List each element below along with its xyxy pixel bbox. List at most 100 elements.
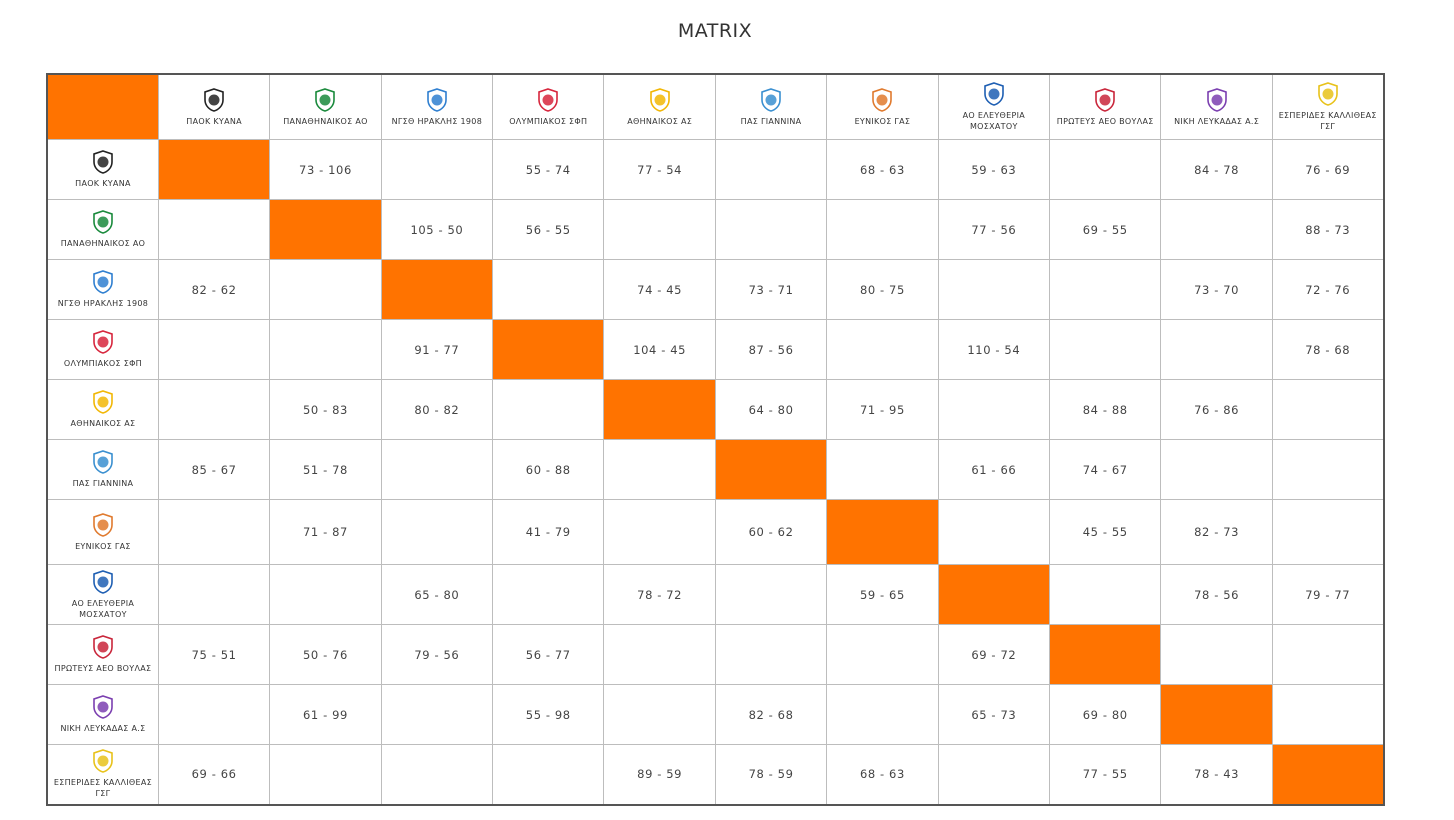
result-cell: 87 - 56	[714, 319, 828, 380]
result-cell: 61 - 66	[937, 439, 1051, 500]
row-team-7: ΑΟ ΕΛΕΥΘΕΡΙΑ ΜΟΣΧΑΤΟΥ	[46, 564, 159, 625]
result-cell	[157, 499, 271, 565]
result-cell: 59 - 63	[937, 139, 1051, 200]
result-cell	[1271, 499, 1385, 565]
result-cell: 73 - 106	[269, 139, 382, 200]
result-cell: 110 - 54	[937, 319, 1051, 380]
result-cell: 77 - 55	[1049, 744, 1162, 805]
column-team-1: ΠΑΝΑΘΗΝΑΙΚΟΣ ΑΟ	[269, 73, 382, 140]
team-name: ΝΓΣΘ ΗΡΑΚΛΗΣ 1908	[57, 299, 149, 308]
row-team-10: ΕΣΠΕΡΙΔΕΣ ΚΑΛΛΙΘΕΑΣ ΓΣΓ	[46, 744, 159, 805]
result-cell	[492, 259, 605, 320]
column-team-0: ΠΑΟΚ ΚΥΑΝΑ	[157, 73, 271, 140]
result-cell	[937, 379, 1051, 440]
olympiakos-logo-icon	[538, 87, 559, 112]
result-cell: 68 - 63	[826, 744, 939, 805]
row-team-1: ΠΑΝΑΘΗΝΑΙΚΟΣ ΑΟ	[46, 199, 159, 260]
column-team-9: ΝΙΚΗ ΛΕΥΚΑΔΑΣ Α.Σ	[1160, 73, 1273, 140]
table-row: ΕΣΠΕΡΙΔΕΣ ΚΑΛΛΙΘΕΑΣ ΓΣΓ 69 - 66 89 - 59 78 …	[46, 744, 1385, 805]
result-cell: 77 - 56	[937, 199, 1051, 260]
result-cell	[714, 624, 828, 685]
diagonal-cell	[380, 259, 494, 320]
diagonal-cell	[826, 499, 939, 565]
result-cell	[826, 199, 939, 260]
result-cell	[1271, 684, 1385, 745]
proteas-logo-icon	[1095, 87, 1116, 112]
team-name: ΕΣΠΕΡΙΔΕΣ ΚΑΛΛΙΘΕΑΣ ΓΣΓ	[53, 778, 152, 799]
team-name: ΠΡΩΤΕΥΣ ΑΕΟ ΒΟΥΛΑΣ	[54, 664, 152, 673]
diagonal-cell	[1271, 744, 1385, 805]
table-row: ΕΥΝΙΚΟΣ ΓΑΣ 71 - 87 41 - 79 60 - 62 45 - 55 8…	[46, 499, 1385, 565]
niki-logo-icon	[1206, 87, 1227, 112]
result-cell: 104 - 45	[603, 319, 716, 380]
results-matrix: ΠΑΟΚ ΚΥΑΝΑ ΠΑΝΑΘΗΝΑΙΚΟΣ ΑΟ ΝΓΣΘ ΗΡΑΚΛΗΣ 19…	[46, 73, 1385, 806]
result-cell: 80 - 82	[380, 379, 494, 440]
page-title: MATRIX	[677, 20, 753, 42]
result-cell	[826, 439, 939, 500]
result-cell: 74 - 67	[1049, 439, 1162, 500]
diagonal-cell	[937, 564, 1051, 625]
result-cell	[1160, 624, 1273, 685]
result-cell: 82 - 62	[157, 259, 271, 320]
iraklis-logo-icon	[427, 87, 447, 112]
result-cell: 50 - 76	[269, 624, 382, 685]
result-cell	[380, 744, 494, 805]
result-cell: 55 - 98	[492, 684, 605, 745]
result-cell: 65 - 80	[380, 564, 494, 625]
result-cell: 50 - 83	[269, 379, 382, 440]
result-cell	[1271, 439, 1385, 500]
result-cell: 91 - 77	[380, 319, 494, 380]
paok-logo-icon	[204, 87, 224, 112]
row-team-2: ΝΓΣΘ ΗΡΑΚΛΗΣ 1908	[46, 259, 159, 320]
result-cell: 77 - 54	[603, 139, 716, 200]
result-cell: 51 - 78	[269, 439, 382, 500]
result-cell	[603, 439, 716, 500]
column-team-10: ΕΣΠΕΡΙΔΕΣ ΚΑΛΛΙΘΕΑΣ ΓΣΓ	[1271, 73, 1385, 140]
pas-giannina-logo-icon	[761, 87, 781, 112]
result-cell: 69 - 66	[157, 744, 271, 805]
result-cell: 80 - 75	[826, 259, 939, 320]
result-cell: 85 - 67	[157, 439, 271, 500]
result-cell: 41 - 79	[492, 499, 605, 565]
result-cell: 79 - 77	[1271, 564, 1385, 625]
result-cell: 60 - 62	[714, 499, 828, 565]
column-team-7: ΑΟ ΕΛΕΥΘΕΡΙΑ ΜΟΣΧΑΤΟΥ	[937, 73, 1051, 140]
panathinaikos-logo-icon	[93, 210, 113, 234]
result-cell: 82 - 73	[1160, 499, 1273, 565]
team-name: ΠΑΣ ΓΙΑΝΝΙΝΑ	[740, 116, 802, 126]
team-name: ΠΑΝΑΘΗΝΑΙΚΟΣ ΑΟ	[283, 116, 368, 126]
team-name: ΑΘΗΝΑΙΚΟΣ ΑΣ	[70, 419, 136, 428]
table-row: ΠΑΝΑΘΗΝΑΙΚΟΣ ΑΟ 105 - 50 56 - 55 77 - 56 69 …	[46, 199, 1385, 260]
team-name: ΟΛΥΜΠΙΑΚΟΣ ΣΦΠ	[63, 359, 142, 368]
result-cell: 56 - 77	[492, 624, 605, 685]
athinaikos-logo-icon	[649, 87, 670, 112]
result-cell	[269, 319, 382, 380]
result-cell	[269, 564, 382, 625]
table-row: ΝΙΚΗ ΛΕΥΚΑΔΑΣ Α.Σ 61 - 99 55 - 98 82 - 68 65…	[46, 684, 1385, 745]
result-cell: 78 - 59	[714, 744, 828, 805]
result-cell: 56 - 55	[492, 199, 605, 260]
result-cell: 71 - 95	[826, 379, 939, 440]
diagonal-cell	[269, 199, 382, 260]
eleftheria-logo-icon	[984, 82, 1004, 106]
result-cell	[1049, 139, 1162, 200]
iraklis-logo-icon	[93, 270, 113, 294]
team-name: ΝΓΣΘ ΗΡΑΚΛΗΣ 1908	[391, 116, 483, 126]
result-cell	[380, 139, 494, 200]
athinaikos-logo-icon	[93, 390, 113, 414]
result-cell: 73 - 70	[1160, 259, 1273, 320]
team-name: ΠΡΩΤΕΥΣ ΑΕΟ ΒΟΥΛΑΣ	[1056, 116, 1154, 126]
result-cell	[1271, 379, 1385, 440]
result-cell	[603, 624, 716, 685]
row-team-8: ΠΡΩΤΕΥΣ ΑΕΟ ΒΟΥΛΑΣ	[46, 624, 159, 685]
result-cell	[1049, 564, 1162, 625]
table-row: ΑΟ ΕΛΕΥΘΕΡΙΑ ΜΟΣΧΑΤΟΥ 65 - 80 78 - 72 59 - …	[46, 564, 1385, 625]
column-team-3: ΟΛΥΜΠΙΑΚΟΣ ΣΦΠ	[492, 73, 605, 140]
pas-giannina-logo-icon	[93, 450, 113, 474]
team-name: ΕΣΠΕΡΙΔΕΣ ΚΑΛΛΙΘΕΑΣ ΓΣΓ	[1278, 111, 1377, 131]
result-cell	[714, 199, 828, 260]
column-team-8: ΠΡΩΤΕΥΣ ΑΕΟ ΒΟΥΛΑΣ	[1049, 73, 1162, 140]
paok-logo-icon	[93, 150, 113, 174]
result-cell: 71 - 87	[269, 499, 382, 565]
result-cell	[826, 624, 939, 685]
